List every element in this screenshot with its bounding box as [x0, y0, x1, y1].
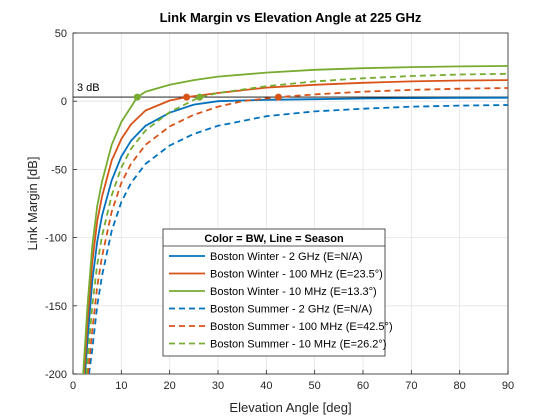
- legend-label: Boston Winter - 10 MHz (E=13.3°): [210, 286, 377, 298]
- legend-label: Boston Summer - 10 MHz (E=26.2°): [210, 339, 387, 351]
- series-line-3: [82, 65, 509, 375]
- legend-title: Color = BW, Line = Season: [204, 233, 344, 245]
- intersection-markers: [133, 93, 282, 101]
- legend-label: Boston Winter - 100 MHz (E=23.5°): [210, 269, 383, 281]
- legend: Color = BW, Line = Season Boston Winter …: [162, 228, 393, 357]
- threshold-crossing-marker: [196, 93, 204, 101]
- threshold-crossing-marker: [183, 93, 191, 101]
- x-tick-label: 40: [260, 380, 272, 392]
- legend-items: Boston Winter - 2 GHz (E=N/A) Boston Wint…: [169, 251, 393, 351]
- axis-ticks: 0 10 20 30 40 50 60 70 80 90 -200 -150 -100 -50 0 50: [45, 28, 514, 392]
- x-tick-label: 30: [212, 380, 224, 392]
- threshold-crossing-marker: [274, 93, 282, 101]
- y-tick-label: 0: [61, 96, 67, 108]
- y-tick-label: -150: [45, 301, 67, 313]
- series-line-5: [87, 87, 509, 375]
- chart-title: Link Margin vs Elevation Angle at 225 GH…: [160, 10, 422, 25]
- series-line-6: [85, 72, 509, 375]
- x-tick-label: 20: [164, 380, 176, 392]
- x-tick-label: 80: [454, 380, 466, 392]
- x-tick-label: 70: [405, 380, 417, 392]
- x-axis-label: Elevation Angle [deg]: [229, 400, 351, 415]
- legend-label: Boston Summer - 2 GHz (E=N/A): [210, 304, 372, 316]
- x-tick-label: 60: [357, 380, 369, 392]
- plot-area: [72, 32, 509, 375]
- legend-label: Boston Summer - 100 MHz (E=42.5°): [210, 321, 393, 333]
- series-line-1: [84, 96, 509, 375]
- series-line-2: [83, 79, 509, 375]
- y-tick-label: -50: [51, 164, 67, 176]
- legend-label: Boston Winter - 2 GHz (E=N/A): [210, 251, 363, 263]
- y-axis-label: Link Margin [dB]: [25, 157, 40, 251]
- x-tick-label: 90: [502, 380, 514, 392]
- threshold-label: 3 dB: [77, 82, 100, 94]
- series-lines: [82, 65, 509, 375]
- y-tick-label: -100: [45, 233, 67, 245]
- x-tick-label: 0: [70, 380, 76, 392]
- threshold-crossing-marker: [133, 93, 141, 101]
- x-tick-label: 50: [309, 380, 321, 392]
- x-tick-label: 10: [115, 380, 127, 392]
- y-tick-label: -200: [45, 369, 67, 381]
- legend-box: [162, 228, 386, 357]
- y-tick-label: 50: [55, 28, 67, 40]
- series-line-4: [88, 104, 509, 375]
